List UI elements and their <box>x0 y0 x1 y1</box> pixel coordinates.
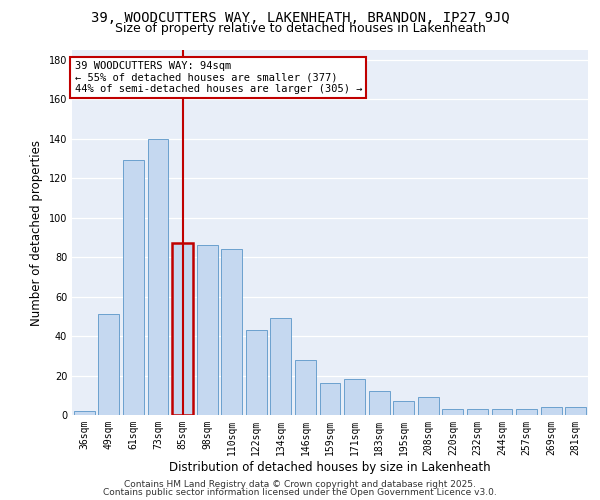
Bar <box>565 407 586 415</box>
Bar <box>123 160 144 415</box>
Bar <box>74 411 95 415</box>
Text: 39, WOODCUTTERS WAY, LAKENHEATH, BRANDON, IP27 9JQ: 39, WOODCUTTERS WAY, LAKENHEATH, BRANDON… <box>91 11 509 25</box>
Bar <box>271 318 292 415</box>
Bar <box>295 360 316 415</box>
Bar <box>541 407 562 415</box>
Bar <box>393 401 414 415</box>
Bar <box>491 409 512 415</box>
Y-axis label: Number of detached properties: Number of detached properties <box>30 140 43 326</box>
Bar <box>98 314 119 415</box>
Bar <box>246 330 267 415</box>
Bar <box>368 392 389 415</box>
Bar <box>148 139 169 415</box>
Text: 39 WOODCUTTERS WAY: 94sqm
← 55% of detached houses are smaller (377)
44% of semi: 39 WOODCUTTERS WAY: 94sqm ← 55% of detac… <box>74 61 362 94</box>
Text: Size of property relative to detached houses in Lakenheath: Size of property relative to detached ho… <box>115 22 485 35</box>
Bar <box>442 409 463 415</box>
Bar <box>344 380 365 415</box>
Bar <box>467 409 488 415</box>
Bar <box>320 384 340 415</box>
Bar <box>221 250 242 415</box>
Bar <box>418 397 439 415</box>
X-axis label: Distribution of detached houses by size in Lakenheath: Distribution of detached houses by size … <box>169 460 491 473</box>
Bar <box>516 409 537 415</box>
Text: Contains public sector information licensed under the Open Government Licence v3: Contains public sector information licen… <box>103 488 497 497</box>
Bar <box>197 246 218 415</box>
Text: Contains HM Land Registry data © Crown copyright and database right 2025.: Contains HM Land Registry data © Crown c… <box>124 480 476 489</box>
Bar <box>172 244 193 415</box>
